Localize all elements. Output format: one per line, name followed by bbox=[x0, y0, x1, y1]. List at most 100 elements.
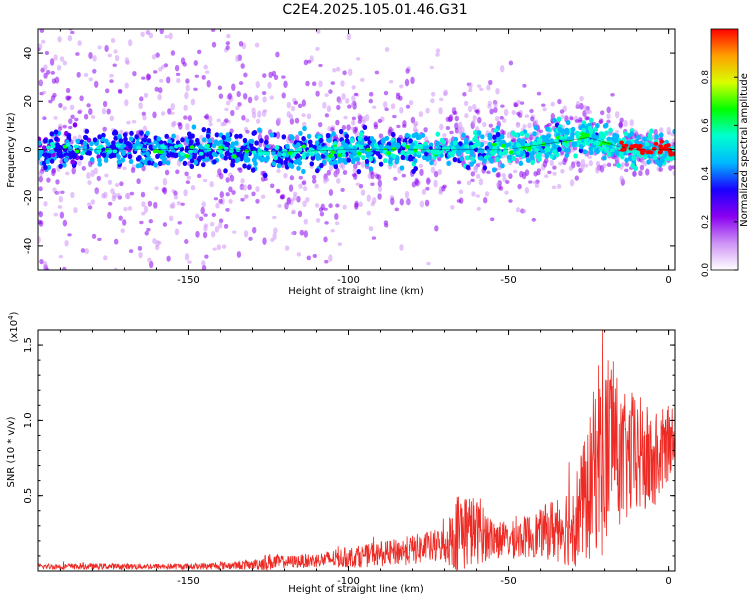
spectrogram-cell bbox=[486, 170, 491, 175]
spectrogram-cell bbox=[360, 161, 365, 169]
spectrogram-cell bbox=[408, 138, 413, 144]
spectrogram-cell bbox=[418, 144, 424, 149]
x-tick-label: -100 bbox=[337, 576, 360, 587]
spectrogram-cell bbox=[554, 140, 560, 145]
spectrogram-cell bbox=[290, 135, 295, 141]
spectrogram-cell bbox=[248, 236, 253, 241]
spectrogram-cell bbox=[536, 168, 542, 173]
spectrogram-cell bbox=[39, 258, 44, 265]
spectrogram-cell bbox=[368, 166, 374, 172]
spectrogram-cell bbox=[465, 164, 471, 170]
spectrogram-cell bbox=[247, 96, 253, 104]
spectrogram-cell bbox=[552, 117, 557, 123]
spectrogram-cell bbox=[242, 137, 248, 144]
spectrogram-cell bbox=[301, 99, 306, 107]
spectrogram-cell bbox=[414, 121, 419, 126]
spectrogram-cell bbox=[121, 143, 127, 148]
spectrogram-cell bbox=[92, 55, 97, 62]
spectrogram-cell bbox=[251, 130, 256, 136]
spectrogram-cell bbox=[356, 169, 362, 175]
spectrogram-cell bbox=[79, 95, 84, 102]
spectrogram-cell bbox=[221, 134, 226, 141]
spectrogram-cell bbox=[350, 102, 356, 108]
spectrogram-cell bbox=[527, 122, 532, 129]
spectrogram-cell bbox=[406, 150, 412, 155]
spectrogram-cell bbox=[146, 227, 151, 232]
spectrogram-cell bbox=[255, 198, 260, 204]
spectrogram-cell bbox=[623, 131, 629, 137]
spectrogram-cell bbox=[72, 122, 78, 128]
spectrogram-cell bbox=[68, 118, 73, 125]
spectrogram-cell bbox=[260, 194, 266, 199]
spectrogram-cell bbox=[560, 114, 565, 120]
spectrogram-cell bbox=[600, 110, 605, 116]
spectrogram-cell bbox=[511, 155, 516, 162]
spectrogram-cell bbox=[156, 136, 162, 142]
spectrogram-cell bbox=[516, 111, 521, 117]
spectrogram-cell bbox=[542, 107, 547, 112]
spectrogram-cell bbox=[226, 100, 231, 106]
spectrogram-cell bbox=[404, 132, 410, 138]
spectrogram-cell bbox=[183, 189, 188, 197]
spectrogram-cell bbox=[470, 171, 475, 177]
spectrogram-cell bbox=[132, 71, 137, 77]
spectrogram-cell bbox=[290, 198, 295, 202]
colorbar-ticks: 0.0 0.2 0.4 0.6 0.8 bbox=[701, 70, 738, 277]
spectrogram-cell bbox=[162, 187, 168, 195]
spectrogram-cell bbox=[182, 160, 188, 166]
spectrogram-cell bbox=[41, 160, 47, 166]
spectrogram-cell bbox=[191, 124, 197, 130]
spectrogram-cell bbox=[312, 178, 317, 184]
spectrogram-cell bbox=[370, 142, 375, 148]
spectrogram-cell bbox=[230, 162, 235, 168]
spectrogram-cell bbox=[180, 313, 184, 320]
spectrogram-cell bbox=[42, 116, 47, 121]
spectrogram-cell bbox=[219, 153, 225, 159]
spectrogram-cell bbox=[237, 101, 242, 107]
spectrogram-cell bbox=[301, 168, 306, 175]
spectrogram-cell bbox=[565, 147, 571, 153]
spectrogram-cell bbox=[390, 197, 395, 206]
spectrogram-cell bbox=[377, 185, 383, 193]
spectrogram-cell bbox=[103, 191, 108, 199]
spectrogram-cell bbox=[157, 160, 163, 167]
spectrogram-cell bbox=[324, 259, 329, 264]
spectrogram-cell bbox=[225, 45, 230, 51]
spectrogram-cell bbox=[203, 64, 208, 70]
spectrogram-cell bbox=[672, 128, 675, 135]
spectrogram-cell bbox=[493, 107, 498, 113]
spectrogram-cell bbox=[171, 133, 176, 139]
spectrogram-cell bbox=[404, 78, 410, 87]
spectrogram-cell bbox=[342, 70, 347, 76]
spectrogram-cell bbox=[361, 155, 366, 161]
spectrogram-cell bbox=[323, 177, 328, 184]
spectrogram-cell bbox=[425, 186, 430, 191]
spectrogram-cell bbox=[327, 137, 333, 143]
spectrogram-cell bbox=[190, 185, 196, 191]
trace-line bbox=[38, 137, 675, 153]
spectrogram-cell bbox=[373, 142, 379, 148]
spectrogram-cell bbox=[42, 90, 47, 95]
spectrogram-cell bbox=[236, 91, 241, 98]
spectrogram-cell bbox=[498, 151, 504, 156]
spectrogram-cell bbox=[281, 92, 286, 99]
spectrogram-cell bbox=[41, 39, 46, 44]
spectrogram-cell bbox=[184, 91, 189, 100]
spectrogram-cell bbox=[160, 111, 166, 116]
spectrogram-cell bbox=[405, 68, 410, 74]
spectrogram-cell bbox=[211, 143, 217, 149]
spectrogram-cell bbox=[559, 109, 565, 114]
spectrogram-cell bbox=[219, 172, 224, 180]
spectrogram-cell bbox=[355, 182, 360, 186]
spectrogram-cell bbox=[88, 77, 94, 82]
spectrogram-cell bbox=[391, 147, 397, 151]
spectrogram-cell bbox=[501, 173, 506, 178]
spectrogram-cell bbox=[86, 202, 92, 207]
spectrogram-cell bbox=[226, 136, 232, 142]
spectrogram-cell bbox=[500, 64, 505, 73]
spectrogram-cell bbox=[243, 230, 249, 238]
spectrogram-cell bbox=[330, 229, 335, 233]
spectrogram-cell bbox=[657, 162, 663, 168]
spectrogram-cell bbox=[199, 216, 204, 222]
spectrogram-cell bbox=[348, 153, 354, 159]
